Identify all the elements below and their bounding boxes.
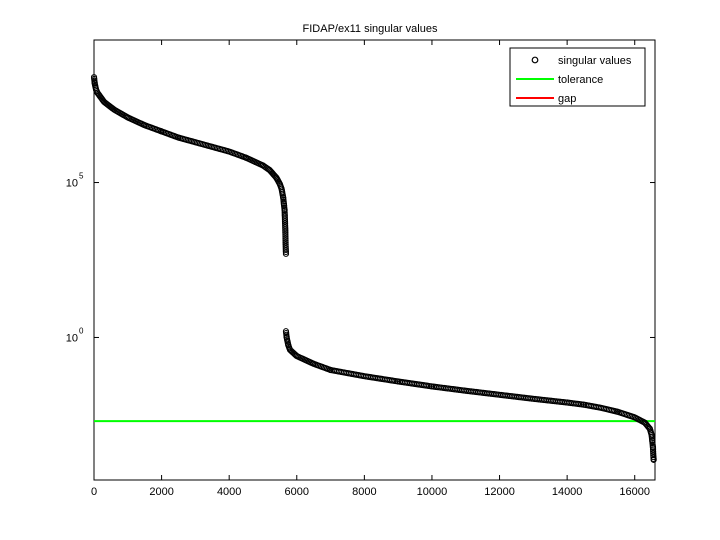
x-tick-label: 14000 <box>552 486 583 498</box>
data-point <box>282 246 289 254</box>
y-tick-label-exponent: 0 <box>79 326 84 335</box>
plot-area: 0 2000 4000 6000 8000 10000 12000 14000 16000105… <box>66 39 657 498</box>
data-point <box>282 235 289 242</box>
y-tick-label: 10 <box>66 178 78 190</box>
data-point <box>282 233 289 240</box>
axes-frame <box>93 39 656 481</box>
data-point <box>650 456 657 463</box>
x-tick-label: 8000 <box>352 486 376 498</box>
data-point <box>650 448 657 455</box>
y-tick-label-exponent: 5 <box>79 172 84 181</box>
data-point <box>282 237 289 244</box>
x-tick-label: 16000 <box>619 486 650 498</box>
legend-label: gap <box>558 93 576 105</box>
legend-label: tolerance <box>558 74 603 86</box>
y-tick-label: 10 <box>66 332 78 344</box>
x-tick-label: 12000 <box>484 486 515 498</box>
x-tick-label: 6000 <box>285 486 309 498</box>
data-point <box>282 229 289 236</box>
data-point <box>282 231 289 238</box>
legend-marker-circle <box>531 56 539 64</box>
data-point <box>649 446 657 453</box>
x-tick-label: 0 <box>91 486 97 498</box>
data-point <box>645 424 652 431</box>
data-point <box>282 248 289 256</box>
data-point <box>282 227 289 235</box>
data-point <box>282 250 290 257</box>
x-tick-label: 4000 <box>217 486 241 498</box>
legend-box <box>509 47 646 107</box>
data-point <box>649 444 657 451</box>
data-point <box>282 224 289 231</box>
data-point <box>282 225 289 233</box>
chart-title: FIDAP/ex11 singular values <box>303 23 438 35</box>
x-tick-label: 10000 <box>417 486 448 498</box>
x-tick-label: 2000 <box>149 486 173 498</box>
legend-label: singular values <box>558 55 632 67</box>
